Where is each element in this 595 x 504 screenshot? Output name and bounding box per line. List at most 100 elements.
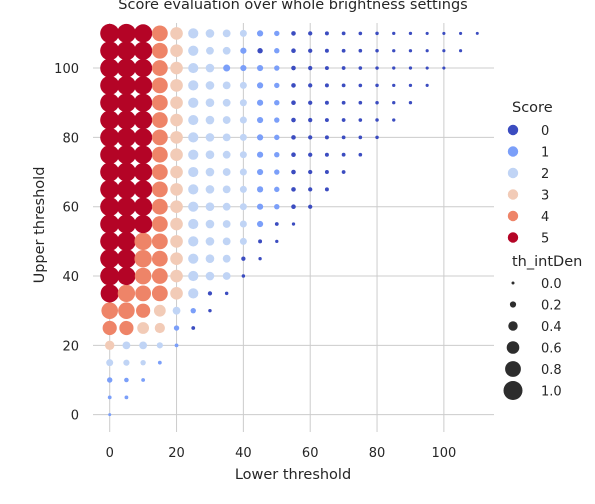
data-point	[100, 162, 120, 182]
y-tick-label: 0	[71, 409, 79, 424]
data-point	[256, 151, 264, 158]
data-point	[101, 302, 119, 319]
data-point	[170, 61, 183, 75]
data-point	[151, 94, 168, 111]
data-point	[408, 101, 413, 105]
data-point	[141, 378, 146, 382]
data-point	[100, 197, 120, 217]
y-axis-label: Upper threshold	[32, 167, 48, 284]
data-point	[239, 133, 247, 141]
data-point	[100, 75, 120, 95]
data-point	[205, 219, 215, 229]
data-point	[375, 31, 379, 36]
data-point	[170, 27, 183, 40]
data-point	[291, 48, 296, 54]
data-point	[170, 287, 183, 300]
data-point	[274, 186, 280, 193]
data-point	[442, 66, 446, 70]
data-point	[459, 49, 463, 53]
data-point	[392, 83, 396, 88]
data-point	[222, 150, 231, 159]
data-point	[324, 66, 329, 71]
y-tick-label: 80	[62, 131, 79, 146]
data-point	[190, 307, 196, 314]
legend-size-label: 0.0	[541, 277, 562, 292]
data-point	[116, 41, 136, 61]
data-point	[170, 113, 183, 127]
data-point	[308, 204, 313, 209]
data-point	[324, 118, 329, 123]
data-point	[291, 187, 296, 192]
data-point	[100, 93, 120, 113]
data-point	[116, 214, 136, 234]
data-point	[170, 252, 183, 265]
data-point	[256, 82, 264, 89]
data-point	[239, 185, 247, 193]
data-point	[324, 187, 329, 192]
data-point	[188, 80, 199, 91]
data-point	[170, 183, 183, 196]
data-point	[274, 134, 280, 141]
data-point	[191, 326, 196, 330]
legend-score-marker	[507, 189, 519, 200]
legend-score-marker	[507, 124, 519, 136]
data-point	[375, 118, 379, 122]
data-point	[358, 152, 363, 157]
data-point	[205, 202, 215, 212]
data-point	[151, 198, 168, 215]
data-point	[205, 98, 215, 108]
data-point	[100, 127, 120, 147]
data-point	[116, 249, 136, 269]
data-point	[258, 257, 262, 261]
data-point	[324, 31, 329, 36]
data-point	[151, 250, 168, 267]
data-point	[392, 118, 396, 122]
data-point	[188, 201, 199, 212]
data-point	[222, 185, 231, 194]
data-point	[170, 96, 183, 110]
data-point	[174, 343, 179, 348]
data-point	[239, 99, 247, 107]
data-point	[222, 81, 231, 90]
data-point	[188, 166, 199, 178]
data-point	[134, 180, 153, 199]
data-point	[122, 341, 131, 350]
data-point	[116, 179, 136, 199]
data-point	[100, 145, 120, 165]
data-point	[408, 66, 413, 70]
data-point	[274, 152, 280, 158]
data-point	[341, 66, 346, 70]
data-point	[205, 254, 215, 263]
data-point	[222, 254, 231, 263]
data-point	[188, 184, 199, 195]
data-point	[256, 168, 264, 176]
data-point	[308, 31, 313, 36]
data-point	[116, 110, 136, 130]
data-point	[258, 239, 263, 244]
data-point	[151, 112, 168, 128]
data-point	[308, 48, 313, 53]
data-point	[151, 25, 168, 42]
data-point	[135, 285, 152, 302]
data-point	[274, 117, 280, 123]
data-point	[442, 49, 446, 53]
data-point	[173, 325, 180, 331]
data-point	[100, 58, 120, 78]
data-point	[116, 127, 136, 147]
data-point	[116, 93, 136, 113]
data-point	[274, 222, 279, 226]
x-tick-label: 80	[369, 446, 386, 461]
data-point	[291, 204, 296, 210]
data-point	[239, 151, 247, 159]
data-point	[207, 291, 213, 296]
data-point	[205, 167, 215, 177]
data-point	[341, 100, 346, 105]
legend-score-label: 3	[541, 189, 549, 204]
data-point	[291, 31, 296, 36]
legend-size-label: 0.2	[541, 299, 562, 314]
data-point	[134, 197, 153, 216]
data-point	[151, 164, 168, 180]
data-point	[205, 29, 215, 38]
data-point	[119, 320, 134, 336]
data-point	[222, 168, 231, 176]
